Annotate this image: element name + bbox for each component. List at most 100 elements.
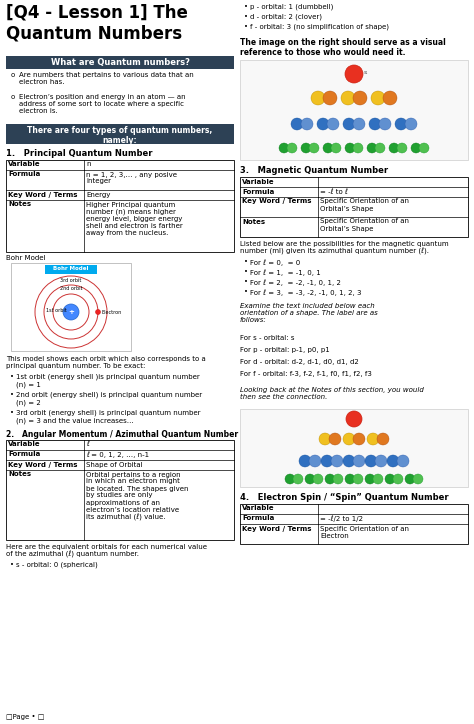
Circle shape bbox=[405, 118, 417, 130]
Text: Formula: Formula bbox=[242, 188, 274, 195]
Text: Formula: Formula bbox=[242, 515, 274, 521]
Circle shape bbox=[95, 309, 100, 314]
Text: = -ℓ/2 to 1/2: = -ℓ/2 to 1/2 bbox=[320, 515, 363, 522]
Text: Examine the text included below each
orientation of a shape. The label are as
fo: Examine the text included below each ori… bbox=[240, 303, 378, 323]
Text: p - orbital: 1 (dumbbell): p - orbital: 1 (dumbbell) bbox=[250, 4, 333, 11]
Text: +: + bbox=[68, 309, 74, 315]
Text: 1.   Principal Quantum Number: 1. Principal Quantum Number bbox=[6, 149, 153, 158]
Text: Listed below are the possibilities for the magnetic quantum
number (ml) given it: Listed below are the possibilities for t… bbox=[240, 241, 448, 256]
Text: Variable: Variable bbox=[8, 442, 41, 447]
Text: Key Word / Terms: Key Word / Terms bbox=[242, 526, 311, 531]
Text: s - orbital: 0 (spherical): s - orbital: 0 (spherical) bbox=[16, 562, 98, 568]
Text: •: • bbox=[244, 259, 248, 265]
Circle shape bbox=[375, 455, 387, 467]
Text: Bohr Model: Bohr Model bbox=[6, 255, 46, 261]
Circle shape bbox=[301, 143, 311, 153]
Circle shape bbox=[279, 143, 289, 153]
Text: n = 1, 2, 3,… , any posive
integer: n = 1, 2, 3,… , any posive integer bbox=[86, 172, 177, 185]
Text: [Q4 - Lesson 1] The
Quantum Numbers: [Q4 - Lesson 1] The Quantum Numbers bbox=[6, 4, 188, 43]
Text: 1st orbit: 1st orbit bbox=[46, 308, 66, 313]
Circle shape bbox=[365, 455, 377, 467]
Text: Variable: Variable bbox=[242, 179, 274, 185]
Circle shape bbox=[323, 143, 333, 153]
Circle shape bbox=[333, 474, 343, 484]
Text: Key Word / Terms: Key Word / Terms bbox=[242, 198, 311, 204]
Circle shape bbox=[353, 143, 363, 153]
Text: ℓ: ℓ bbox=[86, 442, 89, 447]
Bar bbox=[6, 440, 234, 540]
Text: •: • bbox=[244, 24, 248, 30]
Text: •: • bbox=[10, 374, 14, 380]
Text: •: • bbox=[10, 562, 14, 568]
Circle shape bbox=[317, 118, 329, 130]
Bar bbox=[45, 265, 97, 274]
Circle shape bbox=[353, 433, 365, 445]
Text: Are numbers that pertains to various data that an
electron has.: Are numbers that pertains to various dat… bbox=[19, 72, 194, 85]
Circle shape bbox=[397, 455, 409, 467]
Text: Shape of Orbital: Shape of Orbital bbox=[86, 461, 143, 468]
Bar bbox=[6, 160, 234, 252]
Text: 3.   Magnetic Quantum Number: 3. Magnetic Quantum Number bbox=[240, 166, 388, 175]
Text: There are four types of quantum numbers,
namely:: There are four types of quantum numbers,… bbox=[27, 126, 213, 146]
Circle shape bbox=[377, 433, 389, 445]
Text: Formula: Formula bbox=[8, 172, 40, 177]
Text: For d - orbital: d-2, d-1, d0, d1, d2: For d - orbital: d-2, d-1, d0, d1, d2 bbox=[240, 359, 359, 365]
Circle shape bbox=[367, 433, 379, 445]
Circle shape bbox=[319, 433, 331, 445]
Circle shape bbox=[329, 433, 341, 445]
Text: Electron: Electron bbox=[102, 309, 122, 314]
Text: d - orbital: 2 (clover): d - orbital: 2 (clover) bbox=[250, 14, 322, 20]
Circle shape bbox=[379, 118, 391, 130]
Text: 3rd orbit: 3rd orbit bbox=[60, 277, 81, 282]
Circle shape bbox=[325, 474, 335, 484]
Circle shape bbox=[309, 455, 321, 467]
Text: •: • bbox=[244, 289, 248, 295]
Circle shape bbox=[287, 143, 297, 153]
Text: 2nd orbit (energy shell) is principal quantum number
(n) = 2: 2nd orbit (energy shell) is principal qu… bbox=[16, 392, 202, 406]
Text: The image on the right should serve as a visual
reference to those who would nee: The image on the right should serve as a… bbox=[240, 38, 446, 57]
Circle shape bbox=[353, 455, 365, 467]
Text: For ℓ = 0,  = 0: For ℓ = 0, = 0 bbox=[250, 259, 300, 266]
Text: Bohr Model: Bohr Model bbox=[53, 266, 89, 271]
Text: 4.   Electron Spin / “Spin” Quantum Number: 4. Electron Spin / “Spin” Quantum Number bbox=[240, 493, 448, 502]
Text: □Page • □: □Page • □ bbox=[6, 714, 45, 720]
Text: s₁: s₁ bbox=[364, 70, 368, 75]
Circle shape bbox=[305, 474, 315, 484]
Circle shape bbox=[375, 143, 385, 153]
Text: •: • bbox=[244, 4, 248, 10]
Text: 2.   Angular Momentum / Azimuthal Quantum Number: 2. Angular Momentum / Azimuthal Quantum … bbox=[6, 430, 238, 439]
Bar bbox=[240, 177, 468, 237]
Text: Here are the equivalent orbitals for each numerical value
of the azimuthal (ℓ) q: Here are the equivalent orbitals for eac… bbox=[6, 544, 207, 558]
Text: For ℓ = 1,  = -1, 0, 1: For ℓ = 1, = -1, 0, 1 bbox=[250, 269, 321, 276]
Text: 3rd orbit (energy shell) is principal quantum number
(n) = 3 and the value incre: 3rd orbit (energy shell) is principal qu… bbox=[16, 410, 201, 424]
Text: •: • bbox=[10, 392, 14, 398]
Circle shape bbox=[345, 65, 363, 83]
Circle shape bbox=[331, 455, 343, 467]
Text: n: n bbox=[86, 161, 91, 167]
Text: For ℓ = 3,  = -3, -2, -1, 0, 1, 2, 3: For ℓ = 3, = -3, -2, -1, 0, 1, 2, 3 bbox=[250, 289, 362, 295]
Bar bbox=[240, 60, 468, 160]
Bar bbox=[240, 504, 468, 544]
Circle shape bbox=[385, 474, 395, 484]
Circle shape bbox=[367, 143, 377, 153]
Text: o: o bbox=[11, 94, 15, 100]
Text: •: • bbox=[244, 279, 248, 285]
Text: •: • bbox=[244, 269, 248, 275]
Circle shape bbox=[411, 143, 421, 153]
Circle shape bbox=[331, 143, 341, 153]
Circle shape bbox=[395, 118, 407, 130]
Circle shape bbox=[346, 411, 362, 427]
Circle shape bbox=[327, 118, 339, 130]
Text: Notes: Notes bbox=[8, 471, 31, 478]
Circle shape bbox=[341, 91, 355, 105]
Text: Higher Principal quantum
number (n) means higher
energy level, bigger energy
she: Higher Principal quantum number (n) mean… bbox=[86, 201, 183, 236]
Text: Looking back at the Notes of this section, you would
then see the connection.: Looking back at the Notes of this sectio… bbox=[240, 387, 424, 400]
Bar bbox=[11, 263, 131, 351]
Text: •: • bbox=[10, 410, 14, 416]
Circle shape bbox=[393, 474, 403, 484]
Text: This model shows each orbit which also corresponds to a
principal quantum number: This model shows each orbit which also c… bbox=[6, 356, 206, 369]
Text: o: o bbox=[11, 72, 15, 78]
Circle shape bbox=[343, 455, 355, 467]
Text: Variable: Variable bbox=[242, 505, 274, 511]
Text: 1st orbit (energy shell )is principal quantum number
(n) = 1: 1st orbit (energy shell )is principal qu… bbox=[16, 374, 200, 388]
